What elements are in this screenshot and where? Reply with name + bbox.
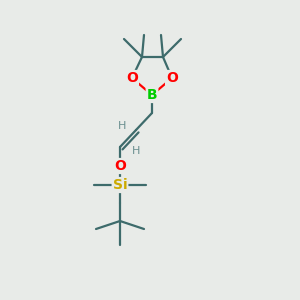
- Text: H: H: [132, 146, 140, 156]
- Text: B: B: [147, 88, 157, 102]
- Text: O: O: [166, 71, 178, 85]
- Text: O: O: [126, 71, 138, 85]
- Text: Si: Si: [113, 178, 127, 192]
- Text: H: H: [118, 121, 126, 131]
- Text: O: O: [114, 159, 126, 173]
